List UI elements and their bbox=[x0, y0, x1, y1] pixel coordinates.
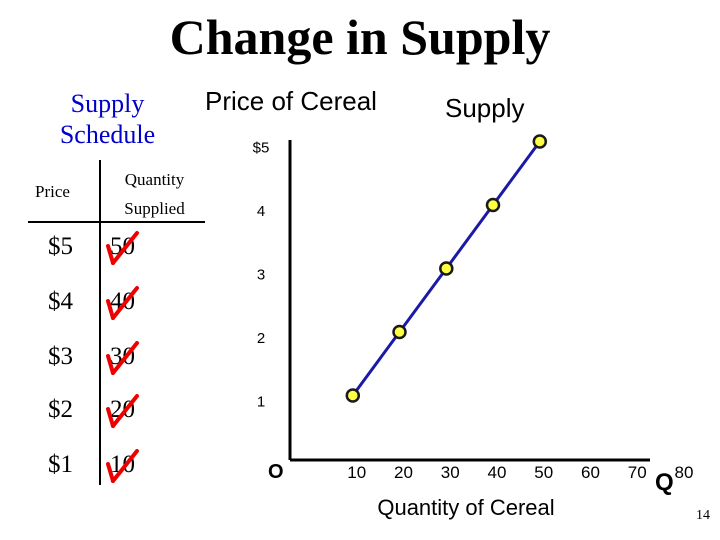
schedule-row-quantity: 20 bbox=[110, 396, 135, 423]
schedule-row-quantity: 10 bbox=[110, 451, 135, 478]
x-tick-label: 50 bbox=[534, 463, 553, 482]
schedule-row-quantity: 50 bbox=[110, 233, 135, 260]
x-tick-label: 80 bbox=[675, 463, 694, 482]
schedule-row-quantity: 40 bbox=[110, 288, 135, 315]
x-axis-title: Quantity of Cereal bbox=[377, 495, 554, 520]
schedule-price-header: Price bbox=[35, 182, 70, 201]
strike-mark bbox=[106, 299, 115, 320]
x-tick-label: 40 bbox=[488, 463, 507, 482]
strike-marks bbox=[106, 231, 139, 483]
page-number: 14 bbox=[696, 508, 710, 523]
y-tick-label: 2 bbox=[257, 330, 265, 347]
supply-point bbox=[532, 134, 548, 149]
x-tick-label: 60 bbox=[581, 463, 600, 482]
schedule-row-price: $3 bbox=[48, 343, 73, 370]
schedule-row-price: $4 bbox=[48, 288, 73, 315]
x-tick-label: 20 bbox=[394, 463, 413, 482]
schedule-row-quantity: 30 bbox=[110, 343, 135, 370]
schedule-row-price: $5 bbox=[48, 233, 73, 260]
y-tick-label: 3 bbox=[257, 267, 265, 284]
strike-mark bbox=[111, 286, 139, 320]
origin-label: O bbox=[268, 461, 284, 483]
tick-labels: 10 20 30 40 50 60 70 80 1 2 3 4 $5 bbox=[253, 140, 694, 483]
chart-title: Price of Cereal bbox=[205, 86, 377, 116]
y-tick-label: 1 bbox=[257, 394, 265, 411]
strike-mark bbox=[111, 231, 139, 265]
y-tick-label: 4 bbox=[257, 203, 265, 220]
strike-mark bbox=[106, 354, 115, 375]
schedule-title: Supply Schedule bbox=[59, 89, 156, 150]
schedule-row-price: $2 bbox=[48, 396, 73, 423]
strike-mark bbox=[106, 407, 115, 428]
supply-point bbox=[439, 261, 454, 276]
schedule-quantity-header: Quantity Supplied bbox=[124, 170, 185, 218]
strike-mark bbox=[106, 462, 115, 483]
slide-title: Change in Supply bbox=[169, 9, 551, 65]
strike-mark bbox=[111, 341, 139, 375]
supply-point bbox=[485, 197, 501, 213]
strike-mark bbox=[111, 449, 139, 483]
supply-point bbox=[392, 324, 407, 340]
schedule-row-price: $1 bbox=[48, 451, 73, 478]
x-tick-label: 10 bbox=[347, 463, 366, 482]
strike-mark bbox=[111, 394, 139, 428]
x-axis-end-label: Q bbox=[655, 469, 674, 496]
y-tick-label: $5 bbox=[253, 140, 270, 157]
supply-point bbox=[345, 388, 361, 403]
series-label-supply: Supply bbox=[445, 93, 525, 123]
strike-mark bbox=[106, 244, 115, 265]
x-tick-label: 70 bbox=[628, 463, 647, 482]
series-supply bbox=[345, 134, 548, 403]
x-tick-label: 30 bbox=[441, 463, 460, 482]
